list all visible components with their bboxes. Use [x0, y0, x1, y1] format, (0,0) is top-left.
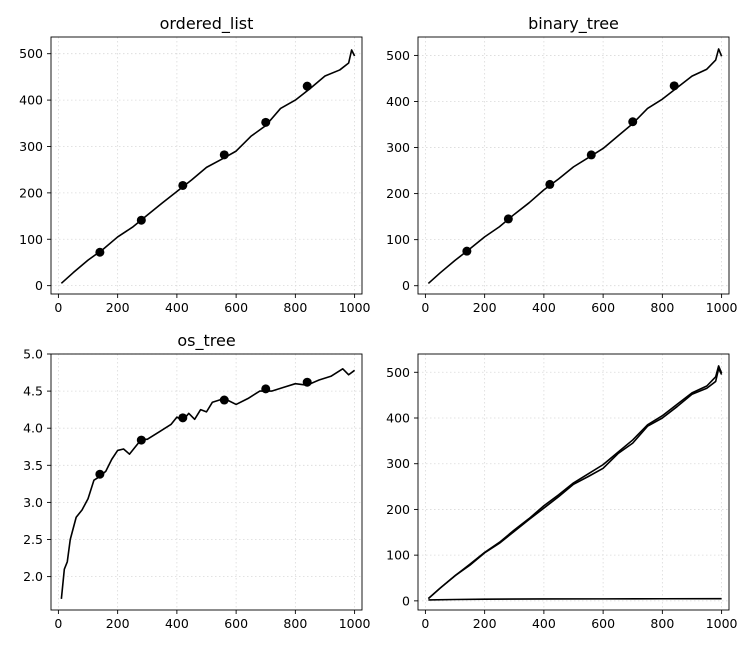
x-tick-label: 600 — [224, 616, 248, 631]
y-tick-label: 4.0 — [23, 421, 43, 436]
x-tick-label: 200 — [106, 616, 130, 631]
axes-frame — [417, 353, 730, 611]
y-tick-label: 500 — [386, 48, 410, 63]
axes-frame — [50, 36, 363, 295]
y-tick-label: 0 — [402, 593, 410, 608]
chart-panel-4: 0 200 400 600 800 1000 0 100 200 300 400 500 — [386, 353, 738, 631]
series-marker — [136, 435, 146, 445]
series-marker — [95, 247, 105, 257]
x-tick-label: 400 — [532, 300, 556, 315]
axes-frame — [417, 36, 730, 295]
x-tick-label: 200 — [106, 300, 130, 315]
chart-panel-3: 0 200 400 600 800 1000 2.0 2.5 3.0 3.5 4.0 4.5 5.0 os… — [23, 331, 370, 631]
x-tick-label: 400 — [532, 616, 556, 631]
series-marker — [261, 384, 271, 394]
series-marker — [628, 117, 638, 127]
x-tick-label: 600 — [591, 616, 615, 631]
x-tick-label: 400 — [165, 616, 189, 631]
y-tick-label: 400 — [19, 93, 43, 108]
series-marker — [545, 179, 555, 189]
y-tick-label: 200 — [386, 186, 410, 201]
y-tick-label: 300 — [19, 139, 43, 154]
y-tick-label: 500 — [19, 46, 43, 61]
series-line-2 — [427, 365, 723, 600]
x-tick-label: 400 — [165, 300, 189, 315]
x-tick-label: 200 — [473, 616, 497, 631]
series-marker — [462, 246, 472, 256]
series-marker — [178, 413, 188, 423]
series-marker — [669, 81, 679, 91]
x-tick-label: 800 — [283, 300, 307, 315]
x-tick-label: 1000 — [706, 300, 738, 315]
x-tick-label: 1000 — [706, 616, 738, 631]
y-tick-label: 3.5 — [23, 458, 43, 473]
x-tick-label: 1000 — [339, 616, 371, 631]
x-tick-label: 800 — [650, 616, 674, 631]
x-tick-label: 600 — [591, 300, 615, 315]
y-tick-label: 400 — [386, 411, 410, 426]
x-tick-label: 0 — [421, 300, 429, 315]
series-marker — [136, 215, 146, 225]
series-marker — [219, 395, 229, 405]
series-line-3 — [428, 597, 722, 601]
x-tick-label: 800 — [650, 300, 674, 315]
y-tick-label: 0 — [35, 278, 43, 293]
chart-title: ordered_list — [160, 14, 254, 34]
y-tick-label: 500 — [386, 365, 410, 380]
x-tick-label: 0 — [421, 616, 429, 631]
y-tick-label: 5.0 — [23, 347, 43, 362]
chart-title: os_tree — [177, 331, 235, 351]
series-marker — [586, 150, 596, 160]
y-tick-label: 2.0 — [23, 569, 43, 584]
y-tick-label: 300 — [386, 456, 410, 471]
axes-frame — [50, 353, 363, 611]
series-marker — [302, 377, 312, 387]
y-tick-label: 0 — [402, 278, 410, 293]
series-line-1 — [60, 368, 356, 599]
x-tick-label: 800 — [283, 616, 307, 631]
y-tick-label: 4.5 — [23, 384, 43, 399]
x-tick-label: 200 — [473, 300, 497, 315]
series-marker — [503, 214, 513, 224]
series-marker — [261, 117, 271, 127]
series-marker — [302, 81, 312, 91]
series-marker — [95, 469, 105, 479]
y-tick-label: 2.5 — [23, 532, 43, 547]
x-tick-label: 0 — [54, 616, 62, 631]
y-tick-label: 200 — [19, 185, 43, 200]
series-line-1 — [60, 49, 356, 284]
x-tick-label: 0 — [54, 300, 62, 315]
x-tick-label: 600 — [224, 300, 248, 315]
y-tick-label: 200 — [386, 502, 410, 517]
x-tick-label: 1000 — [339, 300, 371, 315]
chart-panel-1: 0 200 400 600 800 1000 0 100 200 300 400 500 ordered… — [19, 14, 370, 315]
y-tick-label: 100 — [386, 232, 410, 247]
series-marker — [219, 150, 229, 160]
y-tick-label: 3.0 — [23, 495, 43, 510]
chart-panel-2: 0 200 400 600 800 1000 0 100 200 300 400 500 binary_… — [386, 14, 737, 315]
y-tick-label: 100 — [19, 232, 43, 247]
series-marker — [178, 180, 188, 190]
chart-title: binary_tree — [528, 14, 619, 34]
y-tick-label: 400 — [386, 94, 410, 109]
y-tick-label: 100 — [386, 548, 410, 563]
y-tick-label: 300 — [386, 140, 410, 155]
